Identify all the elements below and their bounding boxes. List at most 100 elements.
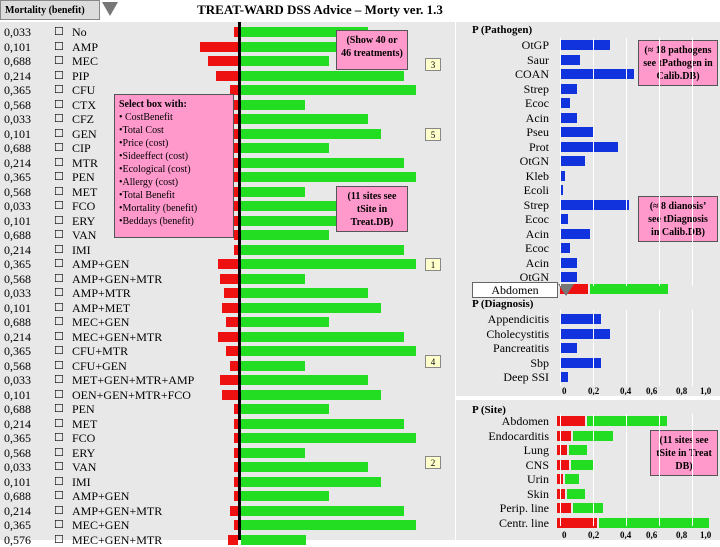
treatment-row[interactable]: 0,101☐AMP+MET	[0, 301, 455, 316]
select-menu-item[interactable]: •Beddays (benefit)	[119, 215, 229, 228]
treatment-value: 0,101	[4, 214, 48, 229]
treatment-value: 0,101	[4, 127, 48, 142]
treatment-row[interactable]: 0,033☐VAN	[0, 460, 455, 475]
treatment-label: AMP+MET	[72, 301, 130, 316]
treatment-row[interactable]: 0,365☐MEC+GEN	[0, 518, 455, 533]
cost-bar	[222, 390, 238, 400]
treatment-checkbox[interactable]: ☐	[54, 112, 66, 127]
cost-bar	[208, 56, 238, 66]
treatment-checkbox[interactable]: ☐	[54, 301, 66, 316]
treatment-checkbox[interactable]: ☐	[54, 504, 66, 519]
benefit-bar	[241, 404, 329, 414]
treatment-row[interactable]: 0,365☐FCO	[0, 431, 455, 446]
site-label: Urin	[456, 472, 549, 487]
treatment-label: AMP	[72, 40, 98, 55]
treatment-label: MET	[72, 185, 97, 200]
site-benefit-bar	[569, 445, 587, 455]
treatment-checkbox[interactable]: ☐	[54, 518, 66, 533]
treatment-checkbox[interactable]: ☐	[54, 402, 66, 417]
grid-line	[626, 310, 627, 386]
treatment-row[interactable]: 0,214☐AMP+GEN+MTR	[0, 504, 455, 519]
treatment-label: CFU+GEN	[72, 359, 127, 374]
treatment-row[interactable]: 0,214☐PIP	[0, 69, 455, 84]
treatment-row[interactable]: 0,101☐OEN+GEN+MTR+FCO	[0, 388, 455, 403]
treatment-row[interactable]: 0,688☐AMP+GEN	[0, 489, 455, 504]
select-menu-item[interactable]: •Sideeffect (cost)	[119, 150, 229, 163]
treatment-checkbox[interactable]: ☐	[54, 170, 66, 185]
treatment-checkbox[interactable]: ☐	[54, 83, 66, 98]
treatment-row[interactable]: 0,101☐IMI	[0, 475, 455, 490]
treatment-checkbox[interactable]: ☐	[54, 475, 66, 490]
select-menu-item[interactable]: •Price (cost)	[119, 137, 229, 150]
treatment-checkbox[interactable]: ☐	[54, 489, 66, 504]
benefit-bar	[241, 288, 368, 298]
select-menu-item[interactable]: •Mortality (benefit)	[119, 202, 229, 215]
treatment-checkbox[interactable]: ☐	[54, 286, 66, 301]
treatment-row[interactable]: 0,365☐AMP+GEN	[0, 257, 455, 272]
treatment-checkbox[interactable]: ☐	[54, 25, 66, 40]
treatment-checkbox[interactable]: ☐	[54, 54, 66, 69]
select-menu-item[interactable]: • CostBenefit	[119, 111, 229, 124]
diagnosis-axis-tick: 0,4	[620, 386, 631, 396]
treatment-checkbox[interactable]: ☐	[54, 330, 66, 345]
treatment-checkbox[interactable]: ☐	[54, 373, 66, 388]
grid-line	[626, 38, 627, 286]
treatment-checkbox[interactable]: ☐	[54, 98, 66, 113]
site-select[interactable]: Abdomen	[472, 282, 558, 298]
pathogen-bar	[560, 69, 634, 79]
benefit-bar	[241, 85, 416, 95]
treatment-checkbox[interactable]: ☐	[54, 315, 66, 330]
treatment-row[interactable]: 0,033☐MET+GEN+MTR+AMP	[0, 373, 455, 388]
treatment-checkbox[interactable]: ☐	[54, 199, 66, 214]
treatment-checkbox[interactable]: ☐	[54, 388, 66, 403]
select-menu-item[interactable]: •Total Cost	[119, 124, 229, 137]
treatment-checkbox[interactable]: ☐	[54, 417, 66, 432]
grid-line	[692, 310, 693, 386]
treatment-row[interactable]: 0,214☐IMI	[0, 243, 455, 258]
treatment-label: VAN	[72, 228, 96, 243]
treatment-checkbox[interactable]: ☐	[54, 185, 66, 200]
page-title: TREAT-WARD DSS Advice – Morty ver. 1.3	[180, 2, 460, 18]
select-menu-item[interactable]: •Allergy (cost)	[119, 176, 229, 189]
treatment-checkbox[interactable]: ☐	[54, 69, 66, 84]
sort-dropdown-arrow-icon[interactable]	[102, 2, 118, 16]
select-menu-item[interactable]: •Ecological (cost)	[119, 163, 229, 176]
treatment-row[interactable]: 0,365☐CFU+MTR	[0, 344, 455, 359]
treatment-row[interactable]: 0,214☐MEC+GEN+MTR	[0, 330, 455, 345]
sort-select[interactable]: Mortality (benefit)	[0, 0, 100, 20]
treatment-checkbox[interactable]: ☐	[54, 228, 66, 243]
benefit-bar	[241, 230, 329, 240]
select-menu-item[interactable]: •Total Benefit	[119, 189, 229, 202]
treatment-row[interactable]: 0,688☐MEC+GEN	[0, 315, 455, 330]
pathogen-bar	[560, 40, 610, 50]
treatment-checkbox[interactable]: ☐	[54, 446, 66, 461]
treatment-checkbox[interactable]: ☐	[54, 257, 66, 272]
treatment-row[interactable]: 0,568☐ERY	[0, 446, 455, 461]
treatment-checkbox[interactable]: ☐	[54, 214, 66, 229]
treatment-checkbox[interactable]: ☐	[54, 272, 66, 287]
site-axis-tick: 0	[562, 530, 567, 540]
treatment-row[interactable]: 0,568☐CFU+GEN	[0, 359, 455, 374]
treatment-checkbox[interactable]: ☐	[54, 359, 66, 374]
treatment-row[interactable]: 0,214☐MET	[0, 417, 455, 432]
grid-line	[659, 38, 660, 286]
benefit-bar	[241, 361, 305, 371]
treatment-checkbox[interactable]: ☐	[54, 156, 66, 171]
treatment-row[interactable]: 0,033☐AMP+MTR	[0, 286, 455, 301]
treatment-checkbox[interactable]: ☐	[54, 243, 66, 258]
benefit-bar	[241, 56, 329, 66]
treatment-checkbox[interactable]: ☐	[54, 460, 66, 475]
diagnosis-bar	[560, 372, 568, 382]
treatment-checkbox[interactable]: ☐	[54, 127, 66, 142]
treatment-checkbox[interactable]: ☐	[54, 344, 66, 359]
treatment-value: 0,688	[4, 315, 48, 330]
treatment-row[interactable]: 0,568☐AMP+GEN+MTR	[0, 272, 455, 287]
treatment-label: OEN+GEN+MTR+FCO	[72, 388, 191, 403]
site-axis-tick: 0,6	[646, 530, 657, 540]
pathogen-label: Prot	[456, 140, 549, 155]
treatment-row[interactable]: 0,688☐PEN	[0, 402, 455, 417]
treatment-checkbox[interactable]: ☐	[54, 141, 66, 156]
treatment-checkbox[interactable]: ☐	[54, 40, 66, 55]
grid-line	[560, 310, 561, 386]
treatment-checkbox[interactable]: ☐	[54, 431, 66, 446]
